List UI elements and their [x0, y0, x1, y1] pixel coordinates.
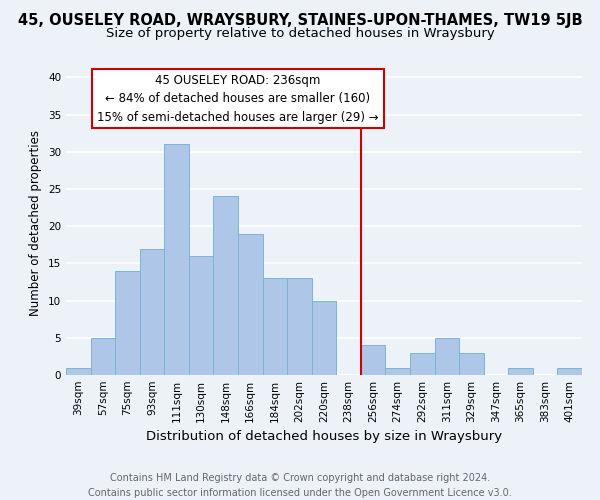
Bar — [164, 144, 189, 375]
Bar — [508, 368, 533, 375]
Bar — [459, 352, 484, 375]
Bar — [312, 300, 336, 375]
X-axis label: Distribution of detached houses by size in Wraysbury: Distribution of detached houses by size … — [146, 430, 502, 444]
Bar — [557, 368, 582, 375]
Y-axis label: Number of detached properties: Number of detached properties — [29, 130, 43, 316]
Bar — [385, 368, 410, 375]
Bar — [66, 368, 91, 375]
Bar — [115, 271, 140, 375]
Bar — [410, 352, 434, 375]
Bar — [434, 338, 459, 375]
Bar — [238, 234, 263, 375]
Text: Size of property relative to detached houses in Wraysbury: Size of property relative to detached ho… — [106, 28, 494, 40]
Text: Contains HM Land Registry data © Crown copyright and database right 2024.
Contai: Contains HM Land Registry data © Crown c… — [88, 472, 512, 498]
Bar — [91, 338, 115, 375]
Bar — [140, 248, 164, 375]
Bar — [189, 256, 214, 375]
Bar — [214, 196, 238, 375]
Text: 45 OUSELEY ROAD: 236sqm
← 84% of detached houses are smaller (160)
15% of semi-d: 45 OUSELEY ROAD: 236sqm ← 84% of detache… — [97, 74, 379, 124]
Bar — [263, 278, 287, 375]
Bar — [287, 278, 312, 375]
Text: 45, OUSELEY ROAD, WRAYSBURY, STAINES-UPON-THAMES, TW19 5JB: 45, OUSELEY ROAD, WRAYSBURY, STAINES-UPO… — [17, 12, 583, 28]
Bar — [361, 345, 385, 375]
